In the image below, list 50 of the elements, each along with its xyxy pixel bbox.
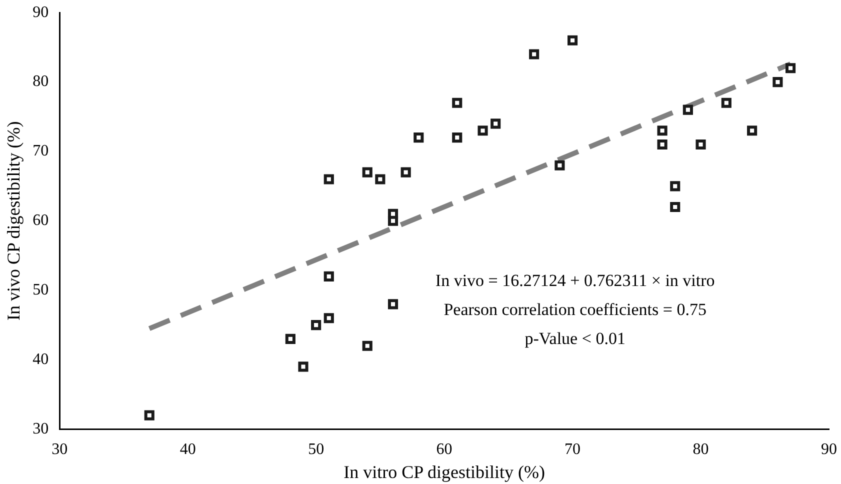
point: [772, 77, 783, 88]
point: [298, 362, 308, 372]
point: [747, 126, 758, 136]
x-tick-label: 50: [308, 441, 324, 458]
y-tick-label: 80: [32, 73, 49, 90]
x-tick-label: 70: [564, 441, 581, 458]
point: [144, 410, 154, 420]
x-tick-label: 90: [821, 441, 837, 458]
point: [670, 202, 680, 212]
y-tick-label: 50: [32, 282, 49, 299]
point: [670, 181, 680, 192]
point: [529, 49, 540, 60]
point: [388, 299, 398, 310]
annotation: Pearson correlation coefficients = 0.75: [444, 300, 706, 319]
y-axis-title: In vivo CP digestibility (%): [4, 121, 24, 321]
x-tick-label: 30: [52, 441, 68, 458]
y-tick-label: 90: [32, 4, 49, 21]
point: [657, 126, 668, 136]
y-tick-label: 40: [32, 350, 49, 368]
y-tick-label: 60: [32, 212, 49, 230]
x-tick-label: 80: [692, 441, 709, 458]
y-tick-label: 30: [32, 420, 49, 438]
point: [324, 174, 334, 184]
point: [285, 334, 296, 344]
point: [785, 63, 796, 74]
point: [324, 313, 334, 324]
x-tick-label: 60: [436, 441, 452, 458]
annotation: In vivo = 16.27124 + 0.762311 × in vitro: [435, 270, 715, 290]
y-tick-label: 70: [32, 142, 49, 160]
annotation: p-Value < 0.01: [524, 328, 626, 348]
x-axis-title: In vitro CP digestibility (%): [344, 462, 545, 482]
point: [568, 35, 578, 46]
point: [400, 167, 411, 178]
point: [388, 216, 398, 226]
point: [375, 174, 386, 184]
x-tick-label: 40: [180, 441, 196, 458]
point: [490, 118, 501, 129]
point: [682, 104, 693, 115]
point: [362, 340, 372, 351]
point: [452, 98, 462, 108]
point: [554, 160, 565, 170]
point: [478, 126, 488, 136]
point: [324, 271, 334, 282]
point: [452, 132, 462, 143]
point: [414, 132, 424, 143]
point: [362, 167, 372, 178]
point: [696, 139, 706, 150]
point: [657, 139, 668, 150]
point: [311, 320, 322, 330]
point: [721, 98, 732, 108]
